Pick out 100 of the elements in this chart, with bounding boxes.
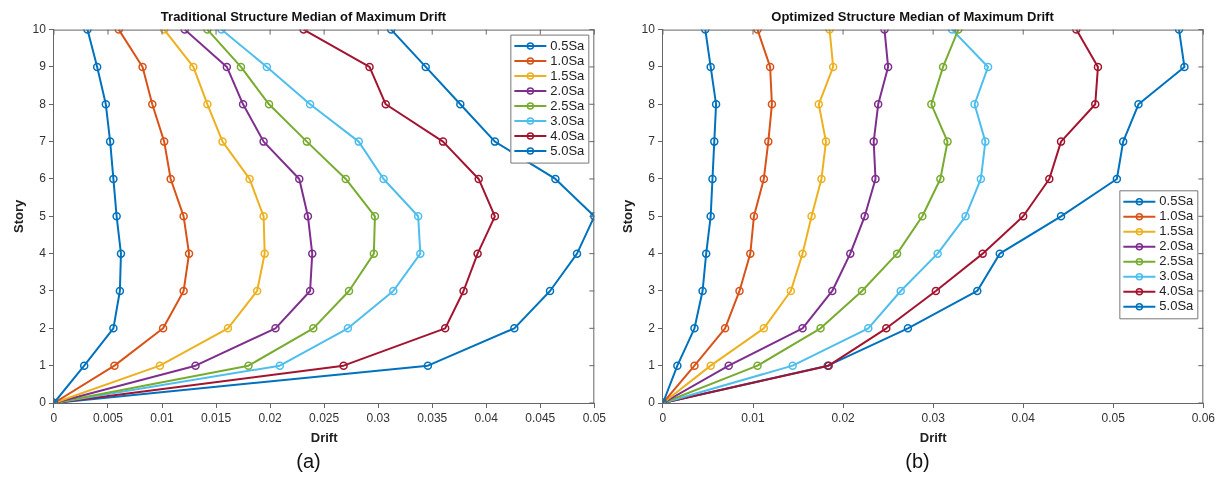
x-tick-label: 0.04 [1011,410,1036,425]
x-tick-label: 0 [50,410,58,425]
y-tick-label: 0 [39,395,47,410]
y-tick-label: 2 [39,320,47,335]
point [109,174,118,184]
point [860,212,869,221]
point [179,286,188,296]
point [976,174,986,184]
point [978,249,987,258]
point [817,174,826,184]
x-tick-label: 0.05 [582,410,607,425]
point [252,286,262,296]
point [303,212,313,221]
point [370,212,380,221]
x-tick-label: 0.05 [1101,410,1126,425]
point [933,249,942,258]
point [238,100,248,109]
point [259,137,268,146]
point [1180,62,1189,72]
point [354,137,363,146]
point [92,62,102,72]
point [896,286,905,296]
point [245,174,254,184]
point [1091,100,1100,109]
x-tick-label: 0.04 [474,410,499,425]
y-tick-label: 3 [648,283,656,298]
x-tick-label: 0.035 [417,410,448,425]
point [421,62,430,72]
point [673,361,682,370]
point [883,62,893,72]
point [690,361,699,370]
point [995,249,1005,258]
legend-label: 1.0Sa [550,52,586,68]
point [759,174,769,184]
point [184,249,194,258]
point [1056,212,1066,221]
point [798,249,807,258]
chart-title: Traditional Structure Median of Maximum Drift [160,9,447,25]
point [379,174,388,184]
point [440,324,450,333]
point [203,100,212,109]
point [236,62,246,72]
point [706,361,715,370]
y-axis-title: Story [620,198,636,233]
point [344,286,354,296]
point [275,361,285,370]
point [223,324,233,333]
point [101,100,111,109]
point [115,286,125,296]
text: (a) [296,449,321,474]
x-tick-label: 0.025 [309,410,340,425]
text: (b) [905,449,930,474]
point [983,62,993,72]
point [882,324,891,333]
point [786,286,796,296]
point [189,62,198,72]
point [79,361,89,370]
point [892,249,902,258]
point [490,212,500,221]
x-tick-label: 0.02 [831,410,856,425]
point [701,249,711,258]
y-tick-label: 7 [648,133,656,148]
point [222,62,232,72]
point [931,286,941,296]
point [473,249,482,258]
legend-label: 0.5Sa [550,37,586,53]
point [343,324,353,333]
point [1118,137,1128,146]
point [764,137,773,146]
point [690,324,699,333]
point [724,361,733,370]
legend-label: 2.0Sa [550,82,586,98]
legend-label: 3.0Sa [1159,268,1195,284]
point [259,212,268,221]
legend-label: 0.5Sa [1159,193,1195,209]
point [179,212,188,221]
point [341,174,350,184]
point [244,361,253,370]
y-tick-label: 7 [39,133,47,148]
point [305,286,315,296]
point [816,324,825,333]
point [191,361,200,370]
point [903,324,913,333]
point [1134,100,1143,109]
point [339,361,348,370]
point [814,100,824,109]
y-tick-label: 10 [641,21,656,36]
point [305,100,315,109]
point [510,324,519,333]
point [381,100,390,109]
point [110,361,119,370]
point [961,212,970,221]
legend-label: 1.5Sa [1159,223,1195,239]
y-tick-label: 9 [39,59,47,74]
point [309,324,318,333]
point [973,286,982,296]
legend-label: 5.0Sa [550,142,586,158]
y-tick-label: 5 [39,208,47,223]
point [711,100,721,109]
point [369,249,379,258]
